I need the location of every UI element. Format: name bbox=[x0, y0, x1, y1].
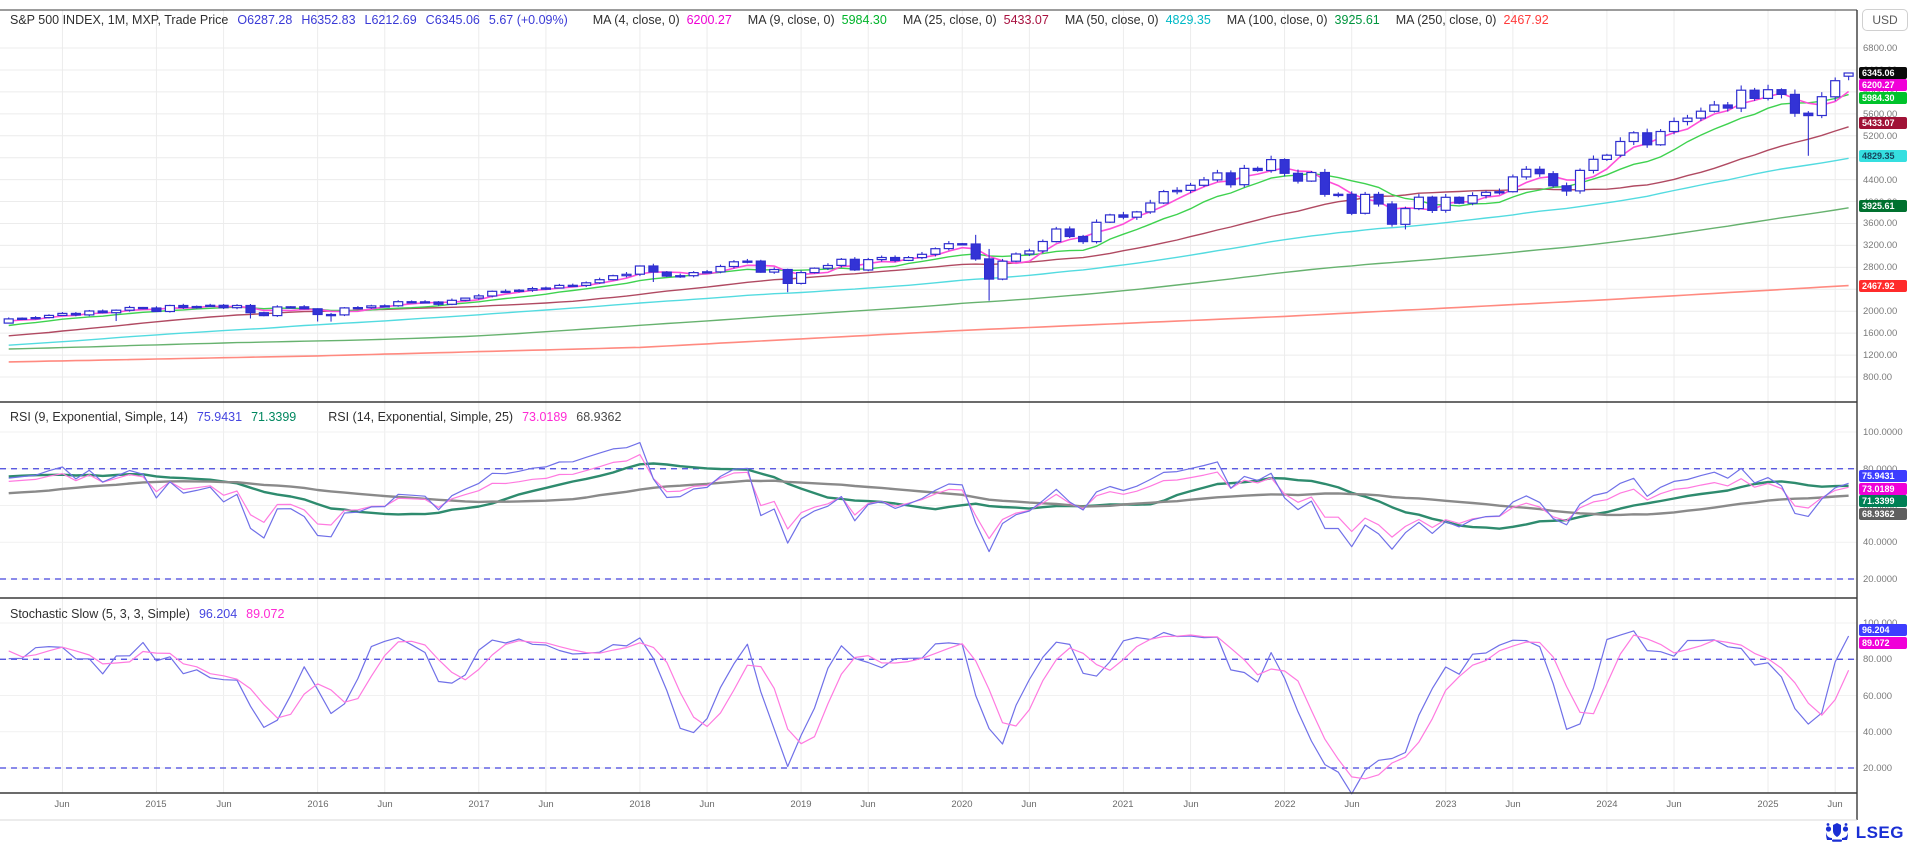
brand-name: LSEG bbox=[1855, 823, 1904, 842]
ma-legend-entry: MA (250, close, 0) 2467.92 bbox=[1396, 13, 1549, 27]
x-axis-label: 2025 bbox=[1757, 799, 1779, 810]
axis-tick-label: 100.0000 bbox=[1863, 427, 1903, 438]
ma-label: MA (250, close, 0) bbox=[1395, 13, 1497, 27]
axis-price-badge: 4829.35 bbox=[1859, 150, 1907, 163]
rsi14-value: 73.0189 bbox=[522, 410, 568, 424]
x-axis-label: Jun bbox=[699, 799, 715, 810]
instrument-title: S&P 500 INDEX, 1M, MXP, Trade Price bbox=[10, 13, 229, 27]
axis-price-badge: 68.9362 bbox=[1859, 507, 1907, 520]
change-value: 5.67 (+0.09%) bbox=[488, 13, 568, 27]
ma-label: MA (9, close, 0) bbox=[747, 13, 835, 27]
axis-price-badge: 89.072 bbox=[1859, 636, 1907, 649]
axis-price-badge: 5984.30 bbox=[1859, 91, 1907, 104]
rsi9-ma-value: 71.3399 bbox=[251, 410, 297, 424]
axis-price-badge: 6200.27 bbox=[1859, 79, 1907, 92]
axis-price-badge: 5433.07 bbox=[1859, 116, 1907, 129]
rsi14-ma-value: 68.9362 bbox=[576, 410, 622, 424]
x-axis-label: 2015 bbox=[145, 799, 167, 810]
close-value: C6345.06 bbox=[425, 13, 480, 27]
axis-tick-label: 60.000 bbox=[1863, 690, 1893, 702]
axis-tick-label: 4400.00 bbox=[1863, 174, 1898, 186]
x-axis-label: Jun bbox=[860, 799, 876, 810]
currency-button[interactable]: USD bbox=[1862, 9, 1908, 31]
x-axis-label: Jun bbox=[377, 799, 393, 810]
ma-label: MA (25, close, 0) bbox=[902, 13, 997, 27]
x-axis-label: Jun bbox=[1666, 799, 1682, 810]
x-axis-label: Jun bbox=[1021, 799, 1037, 810]
x-axis-label: Jun bbox=[54, 799, 70, 810]
ma-legend-entry: MA (9, close, 0) 5984.30 bbox=[748, 13, 887, 27]
rsi14-label: RSI (14, Exponential, Simple, 25) bbox=[328, 410, 514, 424]
axis-tick-label: 2800.00 bbox=[1863, 262, 1898, 274]
rsi9-value: 75.9431 bbox=[196, 410, 243, 424]
axis-tick-label: 20.000 bbox=[1863, 763, 1893, 774]
low-value: L6212.69 bbox=[364, 13, 417, 27]
x-axis-label: 2023 bbox=[1435, 799, 1457, 810]
ma-legend-entry: MA (4, close, 0) 6200.27 bbox=[593, 13, 732, 27]
x-axis-label: Jun bbox=[1183, 799, 1199, 810]
axis-price-badge: 3925.61 bbox=[1859, 199, 1907, 212]
x-axis-label: 2021 bbox=[1112, 799, 1134, 810]
axis-tick-label: 100.000 bbox=[1863, 618, 1897, 629]
axis-tick-label: 6800.00 bbox=[1863, 43, 1898, 55]
axis-tick-label: 1600.00 bbox=[1863, 328, 1898, 340]
x-axis-label: 2018 bbox=[629, 799, 651, 810]
open-value: O6287.28 bbox=[237, 13, 293, 27]
axis-price-badge: 6345.06 bbox=[1859, 66, 1907, 79]
axis-tick-label: 3600.00 bbox=[1863, 218, 1898, 230]
axis-tick-label: 40.000 bbox=[1863, 726, 1893, 738]
axis-tick-label: 40.0000 bbox=[1863, 537, 1898, 549]
axis-tick-label: 5200.00 bbox=[1863, 130, 1898, 142]
x-axis-label: 2019 bbox=[790, 799, 812, 810]
x-axis-label: Jun bbox=[538, 799, 554, 810]
lseg-crest-icon bbox=[1825, 823, 1848, 842]
axis-tick-label: 1200.00 bbox=[1863, 350, 1898, 362]
x-axis-label: 2020 bbox=[951, 799, 973, 810]
x-axis-label: 2017 bbox=[468, 799, 490, 810]
x-axis-label: 2016 bbox=[307, 799, 329, 810]
rsi9-label: RSI (9, Exponential, Simple, 14) bbox=[10, 410, 188, 424]
axis-tick-label: 5600.00 bbox=[1863, 108, 1898, 120]
ma-value: 2467.92 bbox=[1503, 13, 1549, 27]
ma-value: 3925.61 bbox=[1334, 13, 1380, 27]
axis-price-badge: 96.204 bbox=[1859, 623, 1907, 636]
main-legend: S&P 500 INDEX, 1M, MXP, Trade Price O628… bbox=[10, 13, 1549, 27]
lseg-logo: LSEG bbox=[1824, 822, 1904, 844]
ma-label: MA (50, close, 0) bbox=[1064, 13, 1159, 27]
stochastic-legend: Stochastic Slow (5, 3, 3, Simple) 96.204… bbox=[10, 607, 284, 621]
axis-price-badge: 75.9431 bbox=[1859, 470, 1907, 483]
high-value: H6352.83 bbox=[301, 13, 356, 27]
axis-tick-label: 3200.00 bbox=[1863, 240, 1898, 252]
x-axis-label: Jun bbox=[1344, 799, 1360, 810]
ma-legend-group: MA (4, close, 0) 6200.27 MA (9, close, 0) 5… bbox=[577, 13, 1549, 27]
ma-label: MA (100, close, 0) bbox=[1226, 13, 1328, 27]
x-axis-label: 2024 bbox=[1596, 799, 1618, 810]
axis-tick-label: 20.0000 bbox=[1863, 574, 1898, 585]
axis-price-badge: 71.3399 bbox=[1859, 495, 1907, 508]
x-axis-label: Jun bbox=[1505, 799, 1521, 810]
stochastic-k-value: 96.204 bbox=[198, 607, 238, 621]
ma-legend-entry: MA (100, close, 0) 3925.61 bbox=[1227, 13, 1380, 27]
x-axis-label: 2022 bbox=[1274, 799, 1296, 810]
x-axis-label: Jun bbox=[216, 799, 232, 810]
ma-value: 4829.35 bbox=[1165, 13, 1211, 27]
ma-value: 5984.30 bbox=[841, 13, 887, 27]
ma-label: MA (4, close, 0) bbox=[592, 13, 680, 27]
x-axis-label: Jun bbox=[1827, 799, 1843, 810]
ma-legend-entry: MA (25, close, 0) 5433.07 bbox=[903, 13, 1049, 27]
ma-value: 5433.07 bbox=[1003, 13, 1049, 27]
axis-tick-label: 80.000 bbox=[1863, 654, 1893, 666]
axis-price-badge: 2467.92 bbox=[1859, 279, 1907, 292]
axis-price-badge: 73.0189 bbox=[1859, 482, 1907, 495]
ma-legend-entry: MA (50, close, 0) 4829.35 bbox=[1065, 13, 1211, 27]
axis-tick-label: 80.0000 bbox=[1863, 464, 1897, 475]
stochastic-d-value: 89.072 bbox=[246, 607, 285, 621]
rsi-legend: RSI (9, Exponential, Simple, 14) 75.9431… bbox=[10, 410, 621, 424]
stochastic-label: Stochastic Slow (5, 3, 3, Simple) bbox=[10, 607, 190, 621]
ma-value: 6200.27 bbox=[686, 13, 732, 27]
axis-tick-label: 2000.00 bbox=[1863, 306, 1898, 318]
axis-tick-label: 800.00 bbox=[1863, 372, 1893, 383]
